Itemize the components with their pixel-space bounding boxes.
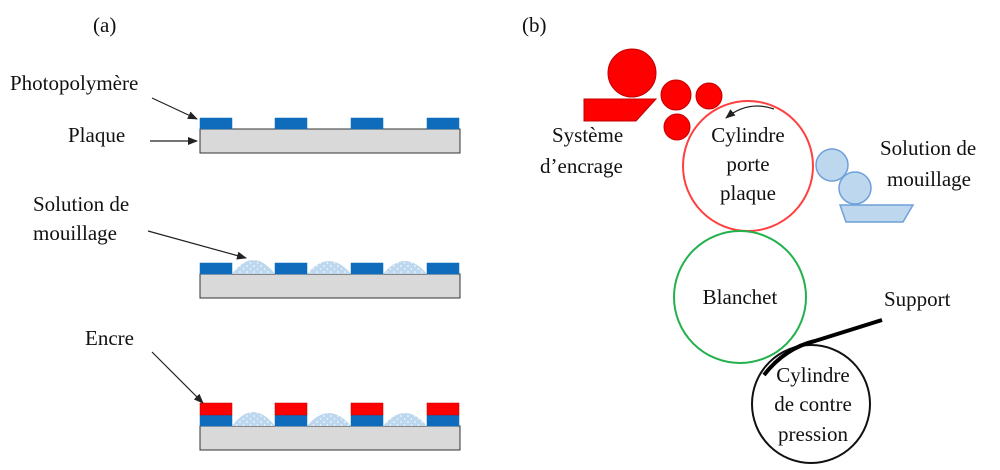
fountain-solution-texture (383, 261, 427, 274)
plate-step-2 (199, 260, 461, 299)
plate-cylinder-label-line1: Cylindre (711, 123, 785, 147)
fountain-solution-texture (383, 413, 427, 426)
photopolymer-block (426, 117, 460, 130)
dampening-roller (838, 171, 872, 205)
photopolymer-block (199, 262, 233, 275)
photopolymer-block (199, 117, 233, 130)
plate (199, 273, 461, 299)
plate-cylinder-label-line3: plaque (720, 181, 776, 205)
photopolymer-block (199, 414, 233, 427)
substrate-sheet (762, 318, 883, 377)
impression-cylinder (751, 344, 871, 464)
ink-roller (695, 82, 723, 110)
plate-step-1 (199, 117, 461, 154)
inking-system (583, 48, 723, 141)
ink-block (426, 402, 460, 416)
photopolymer-block (350, 262, 384, 275)
photopolymer-block (274, 262, 308, 275)
fountain-solution-arrow (147, 230, 247, 260)
photopolymer-block (274, 414, 308, 427)
inking-system-label-line1: Système (552, 123, 623, 147)
photopolymer-block (426, 262, 460, 275)
fountain-solution-label-a-line2: mouillage (33, 221, 117, 245)
ink-block (199, 402, 233, 416)
plate-step-3 (199, 402, 461, 451)
ink-arrow (151, 351, 204, 404)
plate (199, 128, 461, 154)
impression-cylinder-label-line2: de contre (774, 392, 852, 416)
fountain-solution-texture (232, 260, 275, 274)
fountain-solution-label-a-line1: Solution de (33, 192, 129, 216)
fountain-solution-label-b-line2: mouillage (887, 167, 971, 191)
ink-label: Encre (85, 326, 134, 350)
dampening-tray (838, 204, 915, 223)
dampening-roller (815, 148, 849, 182)
photopolymer-block (350, 414, 384, 427)
photopolymer-label: Photopolymère (10, 71, 138, 95)
plate-label: Plaque (68, 123, 125, 147)
ink-roller-large (607, 48, 657, 98)
dampening-system (815, 148, 915, 223)
panel-b-label: (b) (522, 13, 547, 37)
ink-fountain-tray (583, 98, 658, 122)
blanket-label: Blanchet (703, 285, 778, 309)
blanket-cylinder (673, 230, 807, 364)
photopolymer-block (350, 117, 384, 130)
ink-block (350, 402, 384, 416)
fountain-solution-texture (307, 261, 351, 274)
fountain-solution-label-b-line1: Solution de (880, 136, 976, 160)
inking-system-label-line2: d’encrage (540, 154, 623, 178)
plate (199, 425, 461, 451)
photopolymer-block (274, 117, 308, 130)
ink-roller (660, 79, 692, 111)
photopolymer-arrow (151, 97, 198, 120)
impression-cylinder-label-line1: Cylindre (776, 363, 850, 387)
panel-a-label: (a) (93, 13, 116, 37)
substrate-label: Support (884, 287, 951, 311)
rotation-arrow (725, 105, 775, 119)
fountain-solution-texture (232, 412, 275, 426)
fountain-solution-texture (307, 413, 351, 426)
plate-cylinder-label-line2: porte (726, 152, 769, 176)
ink-roller (663, 113, 691, 141)
ink-block (274, 402, 308, 416)
photopolymer-block (426, 414, 460, 427)
impression-cylinder-label-line3: pression (778, 422, 848, 446)
